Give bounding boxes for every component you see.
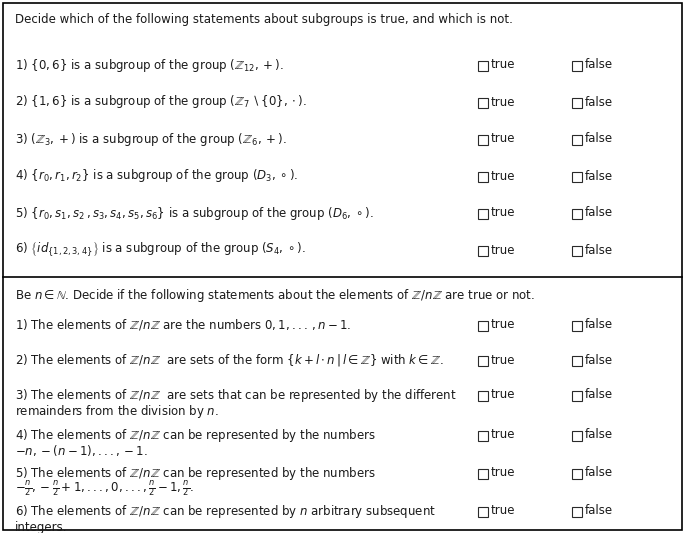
Bar — [572, 98, 582, 108]
Text: $-n,-(n-1),...,-1$.: $-n,-(n-1),...,-1$. — [15, 442, 148, 457]
Text: 6) $\left\{id_{\{1,2,3,4\}}\right\}$ is a subgroup of the group $(S_4,\circ)$.: 6) $\left\{id_{\{1,2,3,4\}}\right\}$ is … — [15, 240, 306, 260]
Text: true: true — [491, 429, 516, 441]
Text: true: true — [491, 59, 516, 71]
Text: false: false — [585, 133, 613, 146]
Bar — [478, 469, 488, 479]
Bar — [478, 391, 488, 401]
Text: false: false — [585, 429, 613, 441]
Bar — [478, 98, 488, 108]
Text: $-\frac{n}{2},-\frac{n}{2}+1,...,0,...,\frac{n}{2}-1,\frac{n}{2}$.: $-\frac{n}{2},-\frac{n}{2}+1,...,0,...,\… — [15, 480, 194, 499]
Text: 5) The elements of $\mathbb{Z}/n\mathbb{Z}$ can be represented by the numbers: 5) The elements of $\mathbb{Z}/n\mathbb{… — [15, 464, 376, 481]
Text: false: false — [585, 206, 613, 220]
Bar — [572, 391, 582, 401]
Bar — [572, 431, 582, 441]
Text: true: true — [491, 244, 516, 256]
Text: true: true — [491, 95, 516, 109]
Text: 2) The elements of $\mathbb{Z}/n\mathbb{Z}$  are sets of the form $\{k+l\cdot n\: 2) The elements of $\mathbb{Z}/n\mathbb{… — [15, 352, 444, 368]
Text: true: true — [491, 169, 516, 182]
Text: false: false — [585, 169, 613, 182]
Text: integers.: integers. — [15, 521, 68, 533]
Bar — [572, 172, 582, 182]
Text: true: true — [491, 206, 516, 220]
Text: 3) The elements of $\mathbb{Z}/n\mathbb{Z}$  are sets that can be represented by: 3) The elements of $\mathbb{Z}/n\mathbb{… — [15, 386, 457, 403]
Text: 1) $\{0,6\}$ is a subgroup of the group $(\mathbb{Z}_{12},+)$.: 1) $\{0,6\}$ is a subgroup of the group … — [15, 56, 284, 74]
Bar — [478, 356, 488, 366]
Bar — [478, 172, 488, 182]
Text: true: true — [491, 133, 516, 146]
Text: false: false — [585, 389, 613, 401]
Bar — [572, 469, 582, 479]
Bar — [572, 507, 582, 517]
Bar — [572, 321, 582, 331]
Text: true: true — [491, 353, 516, 367]
Bar — [478, 61, 488, 71]
Bar — [572, 61, 582, 71]
Text: false: false — [585, 319, 613, 332]
Bar — [572, 209, 582, 219]
Text: false: false — [585, 505, 613, 518]
Text: true: true — [491, 466, 516, 480]
Bar — [478, 321, 488, 331]
Bar — [478, 209, 488, 219]
Text: Be $n \in \mathbb{N}$. Decide if the following statements about the elements of : Be $n \in \mathbb{N}$. Decide if the fol… — [15, 287, 535, 304]
Text: 6) The elements of $\mathbb{Z}/n\mathbb{Z}$ can be represented by $n$ arbitrary : 6) The elements of $\mathbb{Z}/n\mathbb{… — [15, 503, 436, 520]
Bar — [572, 356, 582, 366]
Text: false: false — [585, 353, 613, 367]
Bar — [478, 507, 488, 517]
Bar — [478, 135, 488, 145]
Text: false: false — [585, 244, 613, 256]
Text: 1) The elements of $\mathbb{Z}/n\mathbb{Z}$ are the numbers $0,1,...\,,n-1$.: 1) The elements of $\mathbb{Z}/n\mathbb{… — [15, 317, 351, 332]
Bar — [572, 135, 582, 145]
Text: 4) $\{r_0,r_1,r_2\}$ is a subgroup of the group $(D_3,\circ)$.: 4) $\{r_0,r_1,r_2\}$ is a subgroup of th… — [15, 167, 299, 184]
Bar — [478, 246, 488, 256]
Text: 5) $\{r_0,s_1,s_2\,,s_3,s_4,s_5,s_6\}$ is a subgroup of the group $(D_6,\circ)$.: 5) $\{r_0,s_1,s_2\,,s_3,s_4,s_5,s_6\}$ i… — [15, 205, 374, 222]
Text: Decide which of the following statements about subgroups is true, and which is n: Decide which of the following statements… — [15, 12, 513, 26]
Text: false: false — [585, 59, 613, 71]
Text: false: false — [585, 95, 613, 109]
Text: 4) The elements of $\mathbb{Z}/n\mathbb{Z}$ can be represented by the numbers: 4) The elements of $\mathbb{Z}/n\mathbb{… — [15, 426, 376, 443]
Text: false: false — [585, 466, 613, 480]
Text: true: true — [491, 319, 516, 332]
Bar — [478, 431, 488, 441]
Text: true: true — [491, 505, 516, 518]
Bar — [572, 246, 582, 256]
Text: 3) $(\mathbb{Z}_3,+)$ is a subgroup of the group $(\mathbb{Z}_6,+)$.: 3) $(\mathbb{Z}_3,+)$ is a subgroup of t… — [15, 131, 286, 148]
Text: true: true — [491, 389, 516, 401]
Text: 2) $\{1,6\}$ is a subgroup of the group $(\mathbb{Z}_7 \setminus \{0\},\cdot)$.: 2) $\{1,6\}$ is a subgroup of the group … — [15, 93, 307, 110]
Text: remainders from the division by $n$.: remainders from the division by $n$. — [15, 402, 219, 419]
